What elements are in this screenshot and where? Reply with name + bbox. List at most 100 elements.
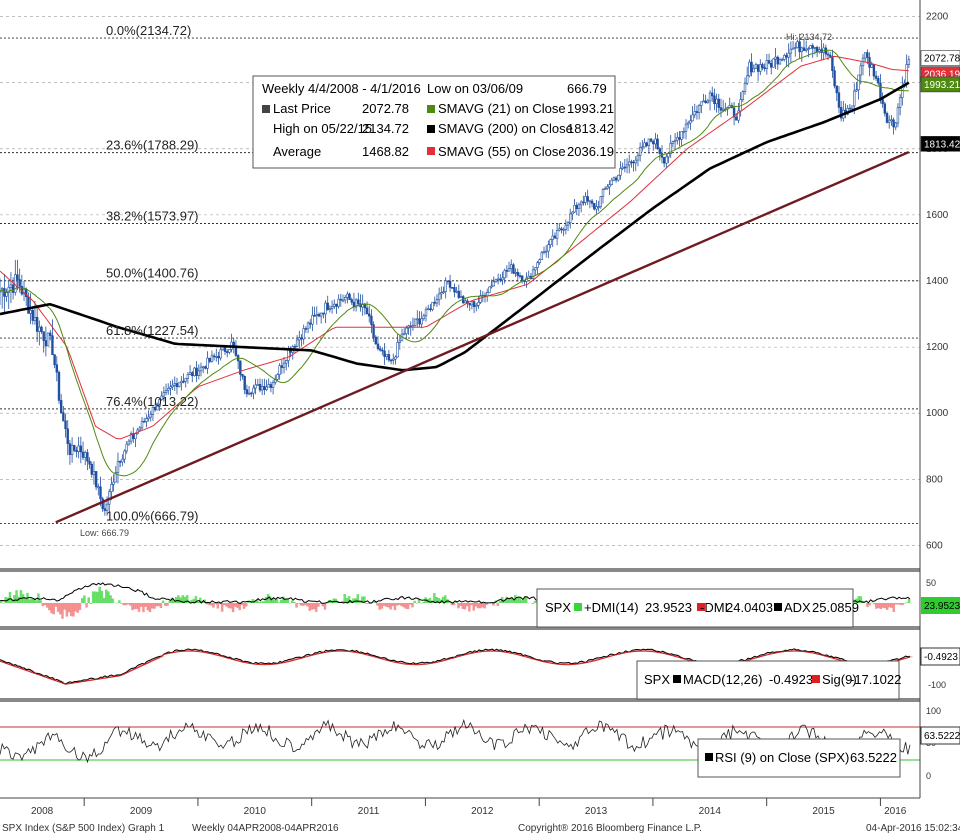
legend-low-value: 666.79 (567, 81, 607, 96)
price-candle-body (180, 380, 183, 384)
price-candle-body (164, 390, 168, 393)
price-candle-body (247, 392, 251, 395)
dmi-bar (137, 603, 141, 612)
macd-bar (245, 661, 248, 663)
dmi-bar (371, 602, 375, 603)
dmi-bar (181, 595, 185, 603)
dmi-bar (498, 600, 502, 603)
price-candle-body (654, 138, 657, 145)
price-candle-body (11, 284, 15, 293)
price-candle-body (250, 392, 253, 395)
price-candle-body (774, 56, 777, 60)
dmi-bar (168, 600, 171, 603)
dmi-bar (194, 596, 198, 603)
dmi-bar (415, 603, 419, 604)
price-candle-body (547, 244, 550, 252)
price-candle-body (31, 309, 34, 321)
price-candle-body (160, 395, 163, 400)
macd-bar (295, 657, 298, 661)
price-candle-body (741, 91, 745, 100)
rsi-label: RSI (9) on Close (SPX) (715, 750, 849, 765)
year-label: 2014 (699, 806, 722, 817)
dmi-mdi-label: -DMI (700, 600, 728, 615)
dmi-bar (398, 603, 401, 605)
price-candle-body (636, 155, 640, 161)
dmi-bar (218, 603, 222, 605)
macd-tick-neg100: -100 (928, 680, 946, 690)
price-candle-body (228, 349, 231, 353)
price-candle-body (682, 130, 686, 133)
rsi-line (0, 718, 911, 764)
price-candle-body (269, 384, 273, 388)
price-candle-body (374, 336, 377, 345)
dmi-bar (459, 603, 462, 606)
price-candle-body (431, 301, 434, 310)
price-candle-body (193, 367, 196, 377)
price-candle-body (872, 64, 876, 77)
price-tick-label: 1600 (926, 210, 949, 221)
price-candle-body (499, 278, 502, 281)
price-candle-body (667, 153, 670, 158)
dmi-bar (164, 603, 167, 606)
dmi-bar (122, 603, 125, 606)
price-candle-body (68, 443, 72, 455)
legend-average-label: Average (273, 144, 321, 159)
dmi-bar (875, 603, 878, 609)
price-candle-body (424, 309, 428, 317)
price-candle-body (599, 196, 603, 207)
price-candle-body (394, 356, 397, 360)
rsi-tick-0: 0 (926, 771, 931, 781)
price-candle-body (770, 62, 773, 68)
price-candle-body (802, 47, 806, 51)
legend-high-label: High on 05/22/15 (273, 121, 372, 136)
dmi-bar (28, 599, 31, 603)
price-candle-body (302, 328, 305, 340)
price-candle-body (617, 174, 620, 181)
price-candle-body (603, 188, 607, 190)
dmi-bar (374, 601, 377, 603)
price-candle-body (905, 64, 908, 84)
dmi-bar (385, 603, 388, 607)
price-candle-body (167, 388, 170, 391)
year-label: 2011 (358, 806, 380, 817)
price-candle-body (623, 166, 627, 169)
price-candle-body (295, 339, 299, 347)
price-candle-body (680, 131, 683, 140)
price-candle-body (245, 389, 249, 395)
price-candle-body (507, 268, 511, 272)
price-candle-body (110, 484, 113, 493)
macd-bar (894, 659, 898, 662)
dmi-bar (507, 598, 510, 603)
price-candle-body (53, 354, 56, 366)
dmi-bar (199, 597, 202, 603)
price-candle-body (64, 420, 67, 430)
dmi-bar (0, 601, 3, 603)
price-candle-body (833, 70, 836, 87)
macd-bar (479, 649, 482, 653)
macd-bar (767, 652, 771, 655)
price-candle-body (459, 296, 463, 298)
sma55-line (0, 55, 909, 440)
dmi-bar (89, 603, 93, 605)
price-candle-body (77, 445, 80, 452)
price-candle-body (606, 186, 609, 189)
price-candle-body (311, 315, 314, 325)
price-candle-body (217, 356, 220, 359)
price-candle-body (49, 332, 52, 336)
dmi-bar (903, 603, 906, 604)
price-candle-body (662, 157, 666, 164)
price-candle-body (14, 274, 17, 293)
macd-bar (840, 658, 843, 661)
dmi-bar (525, 597, 528, 603)
dmi-bar (72, 603, 75, 617)
price-candle-body (896, 107, 900, 124)
price-candle-body (588, 200, 592, 203)
price-candle-body (197, 370, 201, 376)
price-candle-body (385, 354, 388, 357)
dmi-bar (242, 603, 246, 609)
price-legend: Weekly 4/4/2008 - 4/1/2016 Low on 03/06/… (252, 75, 616, 169)
macd-bar (560, 662, 563, 665)
dmi-bar (10, 599, 14, 603)
macd-bar (549, 660, 552, 664)
price-candle-body (86, 452, 89, 462)
